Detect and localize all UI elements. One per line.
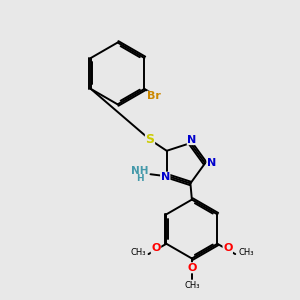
Text: O: O [223, 243, 232, 254]
Text: Br: Br [147, 91, 161, 101]
Text: N: N [187, 135, 196, 145]
Text: H: H [136, 174, 144, 183]
Text: O: O [151, 243, 161, 254]
Text: O: O [187, 263, 196, 273]
Text: CH₃: CH₃ [238, 248, 254, 257]
Text: N: N [160, 172, 170, 182]
Text: N: N [207, 158, 216, 168]
Text: CH₃: CH₃ [184, 280, 200, 290]
Text: S: S [146, 133, 154, 146]
Text: CH₃: CH₃ [130, 248, 146, 257]
Text: NH: NH [131, 166, 149, 176]
